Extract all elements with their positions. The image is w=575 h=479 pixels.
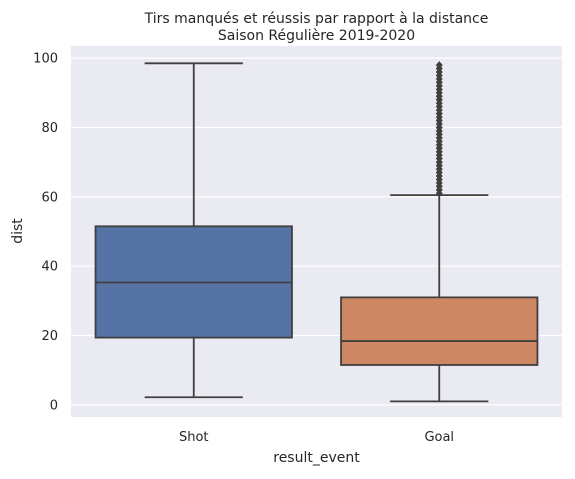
box-goal [340,61,539,403]
chart-title-line1: Tirs manqués et réussis par rapport à la… [144,11,489,27]
iqr-box [340,296,539,366]
x-tick-label: Goal [424,430,454,445]
outlier-point [435,61,443,70]
y-tick-label: 40 [41,260,58,275]
y-tick-label: 0 [50,398,58,413]
box-plot-series [94,61,539,403]
chart-title-line2: Saison Régulière 2019-2020 [218,28,415,44]
y-tick-label: 20 [41,329,58,344]
y-tick-label: 100 [33,52,58,67]
x-axis-label: result_event [273,450,360,466]
y-axis-ticks: 0 20 40 60 80 100 [33,52,58,414]
x-tick-label: Shot [179,430,209,445]
y-tick-label: 80 [41,121,58,136]
x-axis-ticks: Shot Goal [179,430,454,445]
y-tick-label: 60 [41,190,58,205]
y-axis-label: dist [10,218,26,244]
box-shot [94,62,293,399]
